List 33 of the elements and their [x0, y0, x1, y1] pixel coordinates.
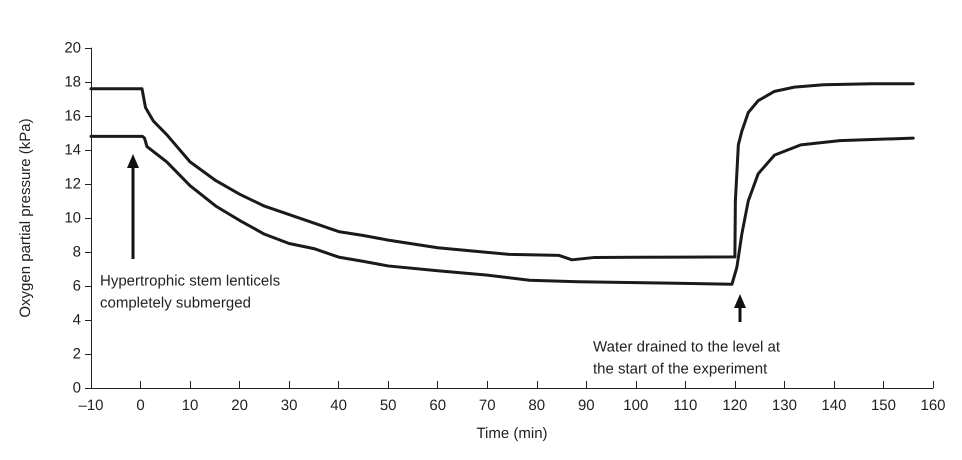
- x-tick-label: 20: [231, 397, 248, 414]
- y-tick-label: 20: [64, 40, 81, 56]
- y-tick-label: 18: [64, 74, 81, 90]
- y-tick-label: 0: [72, 380, 81, 396]
- y-tick-label: 6: [72, 278, 81, 294]
- y-axis-title: Oxygen partial pressure (kPa): [17, 118, 34, 318]
- x-tick-label: 70: [478, 397, 496, 414]
- x-tick-label: 60: [429, 397, 446, 414]
- x-tick-label: 50: [380, 397, 397, 414]
- x-tick-label: 120: [722, 397, 748, 414]
- x-tick-label: 0: [136, 397, 145, 414]
- x-tick-label: 40: [330, 397, 347, 414]
- x-tick-label: 30: [280, 397, 298, 414]
- x-tick-label: 160: [920, 397, 946, 414]
- y-tick-label: 8: [72, 244, 81, 260]
- y-tick-label: 4: [72, 312, 81, 328]
- x-tick-label: 150: [870, 397, 896, 414]
- annotation: Water drained to the level at the start of the experiment: [593, 338, 781, 378]
- x-tick-label: –10: [78, 397, 104, 414]
- y-tick-label: 16: [64, 108, 81, 124]
- x-tick-label: 110: [673, 397, 698, 414]
- x-tick-label: 100: [623, 397, 648, 414]
- y-tick-label: 14: [64, 142, 81, 158]
- x-tick-label: 140: [821, 397, 846, 414]
- x-tick-label: 90: [578, 397, 595, 414]
- x-tick-label: 80: [528, 397, 546, 414]
- x-tick-label: 130: [772, 397, 797, 414]
- y-tick-label: 12: [64, 176, 81, 192]
- y-tick-label: 10: [64, 210, 81, 226]
- annotation: Hypertrophic stem lenticels completely submerged: [100, 272, 280, 312]
- x-axis-title: Time (min): [476, 425, 548, 442]
- x-tick-label: 10: [182, 397, 198, 414]
- y-tick-label: 2: [72, 346, 81, 362]
